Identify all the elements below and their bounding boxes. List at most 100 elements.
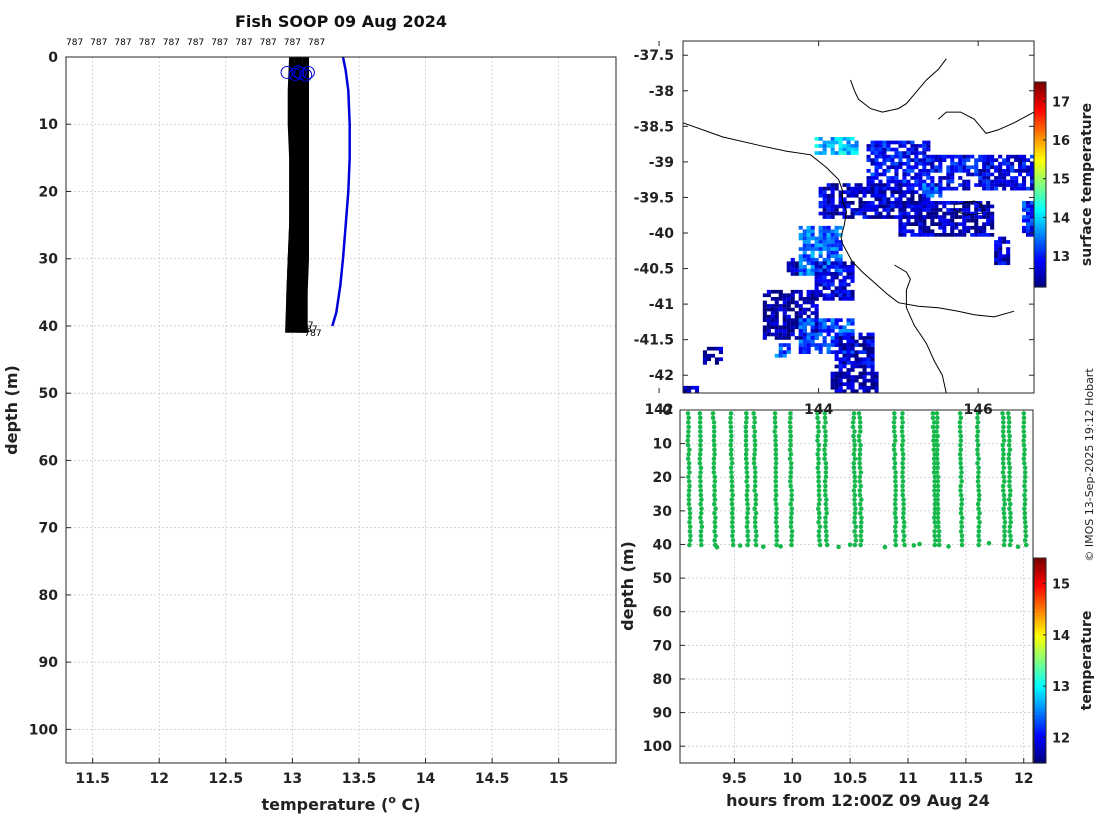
measurement-point bbox=[745, 533, 750, 539]
sst-pixel bbox=[906, 183, 911, 187]
sst-pixel bbox=[962, 233, 967, 237]
measurement-point bbox=[893, 538, 898, 543]
measurement-point bbox=[686, 497, 692, 502]
profile-id-label: 787 bbox=[260, 38, 277, 48]
sst-pixel bbox=[830, 236, 835, 241]
sst-pixel bbox=[914, 172, 919, 177]
sst-pixel bbox=[914, 183, 919, 187]
sst-pixel bbox=[858, 357, 863, 362]
measurement-point bbox=[975, 438, 980, 443]
sst-pixel bbox=[850, 293, 855, 298]
measurement-point bbox=[1023, 529, 1028, 534]
sst-pixel bbox=[778, 325, 783, 330]
measurement-point bbox=[815, 415, 820, 421]
measurement-point bbox=[788, 433, 793, 439]
sst-pixel bbox=[910, 190, 915, 194]
sst-pixel bbox=[702, 353, 707, 358]
sst-pixel bbox=[902, 193, 907, 198]
sst-pixel bbox=[846, 268, 851, 273]
sst-pixel bbox=[958, 183, 963, 187]
sst-pixel bbox=[1006, 250, 1011, 255]
measurement-point bbox=[1002, 501, 1007, 507]
measurement-point bbox=[1007, 524, 1013, 530]
sst-pixel bbox=[1002, 186, 1007, 191]
sst-pixel bbox=[854, 151, 859, 155]
sst-pixel bbox=[970, 154, 975, 159]
sst-pixel bbox=[866, 332, 871, 337]
measurement-point bbox=[847, 542, 853, 548]
sst-pixel bbox=[854, 364, 859, 369]
sst-pixel bbox=[922, 193, 927, 198]
sst-pixel bbox=[818, 201, 823, 205]
measurement-point bbox=[975, 420, 981, 425]
sst-pixel bbox=[862, 364, 867, 369]
sst-pixel bbox=[826, 282, 831, 287]
sst-pixel bbox=[978, 201, 983, 205]
measurement-point bbox=[1008, 515, 1013, 520]
sst-pixel bbox=[878, 165, 883, 170]
measurement-point bbox=[816, 501, 822, 507]
sst-pixel bbox=[1014, 176, 1019, 180]
measurement-point bbox=[752, 433, 757, 439]
sst-pixel bbox=[922, 190, 927, 194]
sst-pixel bbox=[1022, 204, 1027, 209]
sst-pixel bbox=[958, 169, 963, 173]
y-tick-label: 40 bbox=[653, 537, 673, 553]
measurement-point bbox=[851, 415, 857, 421]
sst-pixel bbox=[950, 158, 955, 162]
sst-pixel bbox=[826, 208, 831, 212]
sst-pixel bbox=[1030, 218, 1034, 223]
sst-pixel bbox=[922, 147, 927, 152]
sst-pixel bbox=[850, 151, 855, 155]
sst-pixel bbox=[802, 250, 807, 255]
sst-pixel bbox=[1026, 208, 1031, 212]
sst-pixel bbox=[866, 378, 871, 383]
sst-pixel bbox=[838, 268, 843, 273]
sst-pixel bbox=[830, 193, 835, 198]
measurement-point bbox=[975, 474, 981, 480]
measurement-point bbox=[773, 501, 779, 507]
measurement-point bbox=[817, 538, 822, 543]
measurement-point bbox=[851, 411, 857, 416]
sst-pixel bbox=[806, 272, 811, 276]
sst-pixel bbox=[810, 329, 815, 333]
measurement-point bbox=[687, 529, 693, 534]
sst-pixel bbox=[894, 172, 899, 177]
sst-pixel bbox=[914, 147, 919, 152]
measurement-point bbox=[816, 520, 821, 525]
sst-pixel bbox=[1002, 169, 1007, 173]
sst-pixel bbox=[838, 346, 843, 351]
sst-pixel bbox=[687, 389, 692, 393]
sst-pixel bbox=[914, 179, 919, 184]
sst-pixel bbox=[910, 233, 915, 237]
sst-pixel bbox=[790, 318, 795, 322]
sst-pixel bbox=[946, 233, 951, 237]
sst-pixel bbox=[802, 243, 807, 248]
measurement-point bbox=[857, 424, 863, 430]
sst-pixel bbox=[882, 147, 887, 152]
measurement-point bbox=[893, 529, 898, 534]
sst-pixel bbox=[958, 229, 963, 234]
sst-pixel bbox=[822, 233, 827, 237]
sst-pixel bbox=[714, 346, 719, 351]
sst-pixel bbox=[718, 357, 723, 362]
sst-pixel bbox=[834, 268, 839, 273]
measurement-point bbox=[730, 533, 735, 539]
measurement-point bbox=[852, 456, 858, 462]
sst-pixel bbox=[798, 332, 803, 337]
sst-pixel bbox=[706, 357, 711, 362]
measurement-point bbox=[930, 424, 936, 430]
sst-pixel bbox=[862, 357, 867, 362]
sst-pixel bbox=[990, 179, 995, 184]
measurement-point bbox=[745, 474, 750, 480]
sst-pixel bbox=[902, 225, 907, 230]
sst-pixel bbox=[890, 208, 895, 212]
sst-pixel bbox=[866, 179, 871, 184]
sst-pixel bbox=[802, 325, 807, 330]
measurement-point bbox=[711, 461, 717, 466]
sst-pixel bbox=[875, 393, 879, 397]
sst-pixel bbox=[834, 364, 839, 369]
measurement-point bbox=[788, 442, 793, 448]
measurement-point bbox=[892, 456, 897, 462]
sst-pixel bbox=[834, 385, 839, 390]
